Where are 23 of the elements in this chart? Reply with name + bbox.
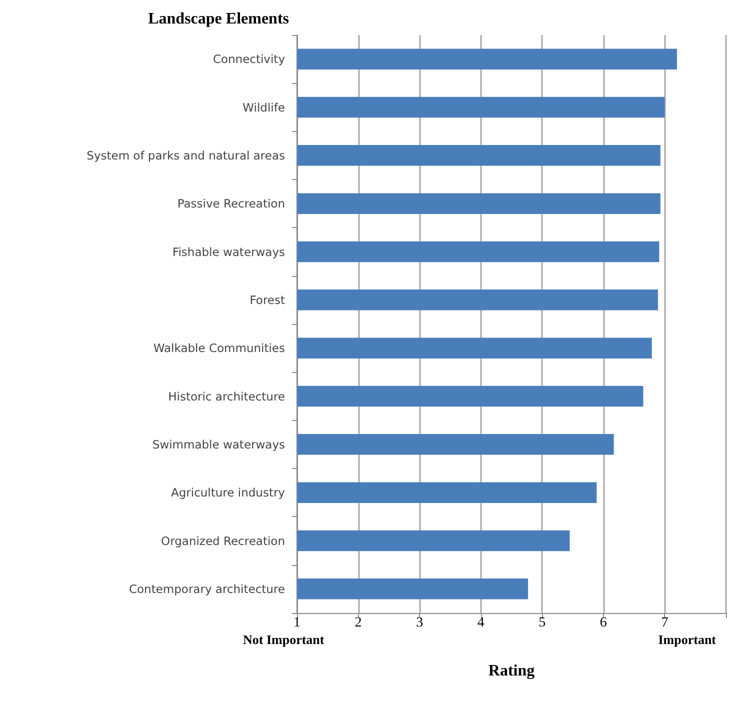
x-tick-label: 4: [477, 616, 484, 630]
text: Important: [658, 632, 717, 647]
y-tick-label: Historic architecture: [168, 389, 285, 404]
x-tick-label: 3: [416, 616, 424, 630]
x-tick-label: 7: [661, 616, 668, 630]
y-tick-label: Swimmable waterways: [152, 437, 286, 452]
y-tick-label: Wildlife: [242, 100, 285, 114]
x-axis-title: Rating: [488, 662, 535, 680]
x-tick-label: 1: [294, 616, 300, 630]
y-tick-label: Agriculture industry: [170, 486, 286, 500]
y-tick-label: Fishable waterways: [172, 244, 285, 259]
y-tick-label: Contemporary architecture: [128, 582, 285, 596]
x-tick-label: 2: [354, 616, 362, 630]
y-tick-label: Organized Recreation: [161, 534, 285, 548]
y-tick-label: Walkable Communities: [153, 341, 286, 356]
y-tick-label: Passive Recreation: [177, 196, 285, 211]
x-tick-label: 6: [600, 616, 607, 630]
text: Not Important: [243, 632, 325, 647]
y-tick-label: Connectivity: [212, 52, 286, 66]
y-tick-label: Forest: [250, 292, 286, 307]
x-tick-label: 5: [538, 616, 546, 630]
y-axis-title: Landscape Elements: [148, 10, 289, 28]
y-tick-label: System of parks and natural areas: [86, 148, 285, 162]
